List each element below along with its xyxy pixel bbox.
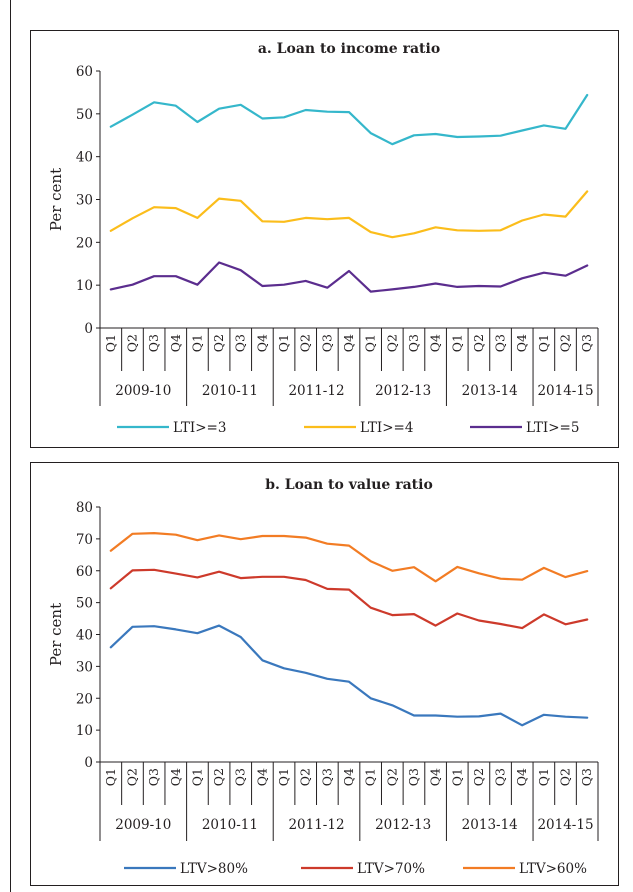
ltv-x-tick-label: Q3 <box>319 768 334 786</box>
ltv-x-tick-label: Q4 <box>428 768 443 786</box>
lti-x-tick-label: Q1 <box>189 334 204 352</box>
ltv-y-tick-label: 60 <box>76 564 93 580</box>
ltv-x-year-label: 2011-12 <box>288 817 344 833</box>
lti-y-tick-label: 10 <box>76 278 93 294</box>
ltv-x-year-label: 2010-11 <box>202 817 258 833</box>
lti-y-tick-label: 0 <box>84 321 93 337</box>
ltv-x-tick-label: Q4 <box>168 768 183 786</box>
ltv-y-tick-label: 20 <box>76 691 93 707</box>
ltv-legend-label-3: LTV>60% <box>519 861 587 877</box>
lti-legend-label-1: LTI>=3 <box>173 420 226 436</box>
lti-legend-label-2: LTI>=4 <box>360 420 413 436</box>
ltv-x-tick-label: Q1 <box>363 768 378 786</box>
lti-x-year-label: 2009-10 <box>115 383 171 399</box>
ltv-chart-title: b. Loan to value ratio <box>265 477 433 493</box>
chart-ltv-svg: b. Loan to value ratio Per cent 0 10 20 30 40 5… <box>47 477 599 877</box>
ltv-y-tick-label: 50 <box>76 596 93 612</box>
lti-x-year-label: 2010-11 <box>202 383 258 399</box>
lti-x-tick-label: Q3 <box>319 334 334 352</box>
lti-x-tick-label: Q4 <box>514 334 529 352</box>
page-border-left <box>10 0 11 892</box>
lti-y-tick-label: 40 <box>76 150 93 166</box>
ltv-x-tick-label: Q4 <box>254 768 269 786</box>
lti-x-tick-label: Q2 <box>298 334 313 352</box>
lti-x-tick-label: Q2 <box>211 334 226 352</box>
ltv-y-tick-label: 80 <box>76 500 93 516</box>
ltv-series-line-1 <box>109 624 589 727</box>
ltv-legend-label-2: LTV>70% <box>357 861 425 877</box>
ltv-x-tick-label: Q2 <box>211 768 226 786</box>
ltv-x-tick-label: Q1 <box>103 768 118 786</box>
ltv-y-axis-label: Per cent <box>47 603 65 666</box>
lti-x-year-label: 2012-13 <box>375 383 431 399</box>
lti-x-year-label: 2013-14 <box>462 383 518 399</box>
ltv-legend-label-1: LTV>80% <box>180 861 248 877</box>
lti-y-tick-label: 30 <box>76 193 93 209</box>
lti-x-tick-label: Q1 <box>536 334 551 352</box>
ltv-x-tick-label: Q2 <box>124 768 139 786</box>
ltv-x-tick-label: Q2 <box>558 768 573 786</box>
lti-y-tick-label: 20 <box>76 235 93 251</box>
lti-x-year-label: 2014-15 <box>537 383 593 399</box>
lti-chart-title: a. Loan to income ratio <box>258 41 440 57</box>
ltv-y-tick-label: 10 <box>76 723 93 739</box>
lti-x-tick-label: Q3 <box>233 334 248 352</box>
ltv-x-tick-label: Q1 <box>276 768 291 786</box>
ltv-x-tick-label: Q3 <box>406 768 421 786</box>
ltv-x-tick-label: Q1 <box>536 768 551 786</box>
chart-panel-ltv: b. Loan to value ratio Per cent 0 10 20 30 40 5… <box>30 462 619 886</box>
lti-y-axis-label: Per cent <box>47 168 65 231</box>
lti-x-tick-label: Q1 <box>449 334 464 352</box>
ltv-x-tick-label: Q1 <box>189 768 204 786</box>
ltv-x-tick-label: Q3 <box>146 768 161 786</box>
lti-x-tick-label: Q3 <box>146 334 161 352</box>
ltv-series-line-2 <box>109 568 589 630</box>
lti-x-tick-label: Q4 <box>341 334 356 352</box>
ltv-x-tick-label: Q2 <box>384 768 399 786</box>
lti-x-tick-label: Q3 <box>493 334 508 352</box>
ltv-x-tick-label: Q1 <box>449 768 464 786</box>
ltv-x-tick-label: Q4 <box>514 768 529 786</box>
lti-series-line-2 <box>109 190 589 239</box>
lti-x-tick-label: Q2 <box>558 334 573 352</box>
lti-x-tick-label: Q3 <box>406 334 421 352</box>
ltv-x-tick-label: Q4 <box>341 768 356 786</box>
ltv-y-tick-label: 70 <box>76 532 93 548</box>
ltv-x-year-label: 2014-15 <box>537 817 593 833</box>
ltv-x-tick-label: Q3 <box>579 768 594 786</box>
lti-x-tick-label: Q4 <box>168 334 183 352</box>
lti-x-tick-label: Q2 <box>471 334 486 352</box>
ltv-x-year-label: 2009-10 <box>115 817 171 833</box>
ltv-x-year-label: 2013-14 <box>462 817 518 833</box>
lti-x-tick-label: Q4 <box>428 334 443 352</box>
ltv-x-year-label: 2012-13 <box>375 817 431 833</box>
lti-x-tick-label: Q3 <box>579 334 594 352</box>
lti-series-line-1 <box>109 93 589 146</box>
ltv-y-tick-label: 0 <box>84 755 93 771</box>
lti-legend-label-3: LTI>=5 <box>526 420 579 436</box>
lti-y-tick-label: 60 <box>76 64 93 80</box>
lti-x-tick-label: Q1 <box>276 334 291 352</box>
ltv-x-tick-label: Q3 <box>233 768 248 786</box>
lti-x-tick-label: Q2 <box>124 334 139 352</box>
ltv-x-tick-label: Q3 <box>493 768 508 786</box>
ltv-y-tick-label: 30 <box>76 659 93 675</box>
lti-x-tick-label: Q4 <box>254 334 269 352</box>
lti-x-tick-label: Q2 <box>384 334 399 352</box>
lti-x-year-label: 2011-12 <box>288 383 344 399</box>
lti-x-tick-label: Q1 <box>103 334 118 352</box>
chart-lti-svg: a. Loan to income ratio Per cent 0 10 20 30 40… <box>47 41 599 436</box>
chart-panel-lti: a. Loan to income ratio Per cent 0 10 20 30 40… <box>30 30 619 448</box>
ltv-x-tick-label: Q2 <box>471 768 486 786</box>
ltv-series-line-3 <box>109 531 589 583</box>
lti-y-tick-label: 50 <box>76 107 93 123</box>
ltv-y-tick-label: 40 <box>76 628 93 644</box>
ltv-x-tick-label: Q2 <box>298 768 313 786</box>
lti-x-tick-label: Q1 <box>363 334 378 352</box>
lti-series-line-3 <box>109 261 589 293</box>
